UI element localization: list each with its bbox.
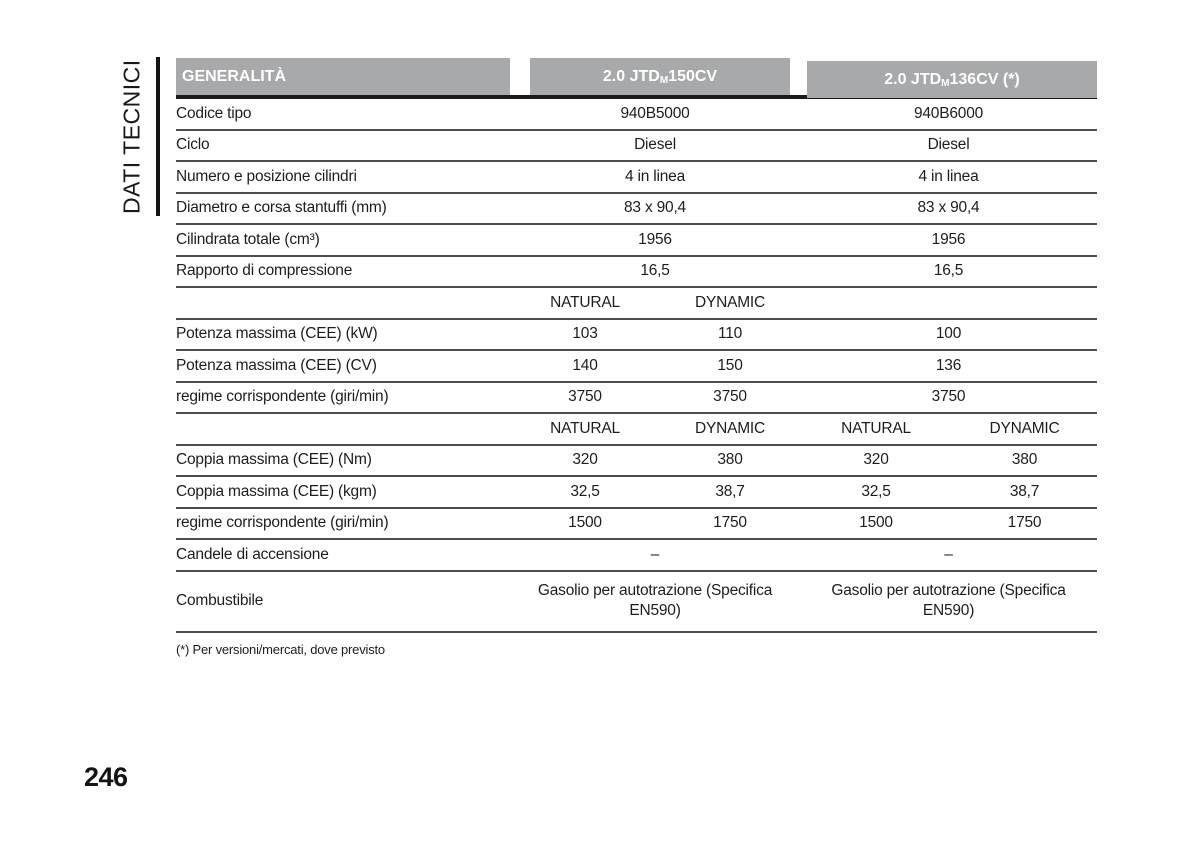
engine-150cv-header-cell: 2.0 JTD M 150CV	[530, 58, 790, 95]
value-dynamic-150: 110	[717, 325, 743, 343]
row-label: Potenza massima (CEE) (CV)	[176, 356, 377, 374]
row-coppia-kgm: Coppia massima (CEE) (kgm) 32,5 38,7 32,…	[176, 477, 1097, 509]
subheader-natural-136: NATURAL	[841, 419, 911, 437]
value-136cv: 16,5	[933, 262, 964, 280]
value-136cv: 136	[935, 356, 962, 374]
value-natural-136: 320	[863, 451, 889, 469]
value-136cv: Gasolio per autotrazione (Specifica EN59…	[831, 582, 1066, 619]
value-136cv: 1956	[931, 230, 966, 248]
row-regime-potenza: regime corrispondente (giri/min) 3750 37…	[176, 383, 1097, 414]
value-natural-150: 320	[572, 451, 598, 469]
row-label: Numero e posizione cilindri	[176, 167, 357, 185]
value-dynamic-150: 1750	[713, 514, 747, 532]
value-136cv: 940B6000	[913, 104, 984, 122]
row-label: Potenza massima (CEE) (kW)	[176, 325, 378, 343]
engine-136cv-power: 136CV (*)	[949, 70, 1020, 88]
generalita-header-cell: GENERALITÀ	[176, 58, 510, 95]
value-150cv: 16,5	[640, 262, 670, 280]
row-combustibile: Combustibile Gasolio per autotrazione (S…	[176, 572, 1097, 633]
value-natural-150: 1500	[568, 514, 602, 532]
sidebar-section-label: DATI TECNICI	[118, 59, 145, 215]
subheader-natural-150: NATURAL	[550, 419, 620, 437]
value-natural-136: 1500	[859, 514, 893, 532]
value-136cv: 4 in linea	[918, 167, 979, 185]
value-dynamic-150: 380	[717, 451, 743, 469]
row-label: Ciclo	[176, 136, 210, 154]
row-regime-coppia: regime corrispondente (giri/min) 1500 17…	[176, 509, 1097, 540]
value-natural-150: 103	[572, 325, 598, 343]
row-label: Cilindrata totale (cm³)	[176, 230, 320, 248]
row-diametro-corsa: Diametro e corsa stantuffi (mm) 83 x 90,…	[176, 194, 1097, 225]
row-coppia-nm: Coppia massima (CEE) (Nm) 320 380 320 38…	[176, 446, 1097, 477]
value-150cv: 940B5000	[620, 104, 690, 122]
row-subheader-potenza: NATURAL DYNAMIC	[176, 288, 1097, 320]
value-dynamic-136: 38,7	[1009, 482, 1040, 500]
value-dynamic-136: 380	[1011, 451, 1038, 469]
subheader-dynamic-150: DYNAMIC	[694, 293, 766, 311]
sidebar-rule	[156, 57, 160, 216]
value-136cv: 83 x 90,4	[917, 199, 980, 217]
value-136cv: –	[944, 545, 953, 563]
footnote: (*) Per versioni/mercati, dove previsto	[176, 641, 385, 657]
row-cilindrata: Cilindrata totale (cm³) 1956 1956	[176, 225, 1097, 257]
row-label: Candele di accensione	[176, 545, 329, 563]
row-potenza-cv: Potenza massima (CEE) (CV) 140 150 136	[176, 351, 1097, 383]
value-150cv: 83 x 90,4	[624, 199, 686, 217]
value-136cv: Diesel	[927, 136, 970, 154]
row-label: Rapporto di compressione	[176, 262, 353, 280]
row-candele: Candele di accensione – –	[176, 540, 1097, 572]
value-150cv: Diesel	[634, 136, 676, 154]
row-label: Coppia massima (CEE) (kgm)	[176, 482, 377, 500]
value-150cv: –	[650, 545, 660, 563]
spec-table: GENERALITÀ 2.0 JTD M 150CV 2.0 JTD M 136CV…	[176, 58, 1097, 657]
value-150cv: 4 in linea	[624, 167, 686, 185]
value-dynamic-150: 3750	[713, 388, 747, 406]
row-codice-tipo: Codice tipo 940B5000 940B6000	[176, 99, 1097, 131]
table-header-row: GENERALITÀ 2.0 JTD M 150CV 2.0 JTD M 136CV…	[176, 58, 1097, 98]
row-label: regime corrispondente (giri/min)	[176, 388, 389, 406]
row-ciclo: Ciclo Diesel Diesel	[176, 131, 1097, 162]
value-natural-150: 140	[572, 356, 598, 374]
value-136cv: 100	[935, 325, 962, 343]
row-subheader-coppia: NATURAL DYNAMIC NATURAL DYNAMIC	[176, 414, 1097, 446]
row-potenza-kw: Potenza massima (CEE) (kW) 103 110 100	[176, 320, 1097, 351]
value-dynamic-150: 150	[717, 356, 743, 374]
value-136cv: 3750	[931, 388, 966, 406]
header-gap	[790, 58, 807, 95]
row-label: Diametro e corsa stantuffi (mm)	[176, 199, 387, 217]
subheader-dynamic-136: DYNAMIC	[989, 419, 1060, 437]
value-natural-136: 32,5	[861, 482, 891, 500]
row-rapporto-compressione: Rapporto di compressione 16,5 16,5	[176, 257, 1097, 288]
value-150cv: 1956	[638, 230, 672, 248]
row-label: Combustibile	[176, 592, 264, 609]
value-dynamic-150: 38,7	[715, 482, 745, 500]
engine-150cv-name: 2.0 JTD	[602, 67, 660, 85]
engine-136cv-header-cell: 2.0 JTD M 136CV (*)	[807, 61, 1097, 98]
row-label: Coppia massima (CEE) (Nm)	[176, 451, 372, 469]
engine-136cv-name: 2.0 JTD	[884, 70, 942, 88]
value-natural-150: 3750	[568, 388, 602, 406]
row-numero-cilindri: Numero e posizione cilindri 4 in linea 4…	[176, 162, 1097, 194]
header-gap	[510, 58, 530, 95]
row-label: Codice tipo	[176, 104, 252, 122]
engine-150cv-power: 150CV	[668, 67, 718, 85]
subheader-natural-150: NATURAL	[550, 293, 620, 311]
row-label: regime corrispondente (giri/min)	[176, 514, 389, 532]
value-150cv: Gasolio per autotrazione (Specifica EN59…	[537, 582, 773, 619]
value-natural-150: 32,5	[570, 482, 600, 500]
value-dynamic-136: 1750	[1007, 514, 1042, 532]
header-underline	[176, 95, 1097, 99]
subheader-dynamic-150: DYNAMIC	[694, 419, 766, 437]
page-number: 246	[84, 762, 128, 792]
